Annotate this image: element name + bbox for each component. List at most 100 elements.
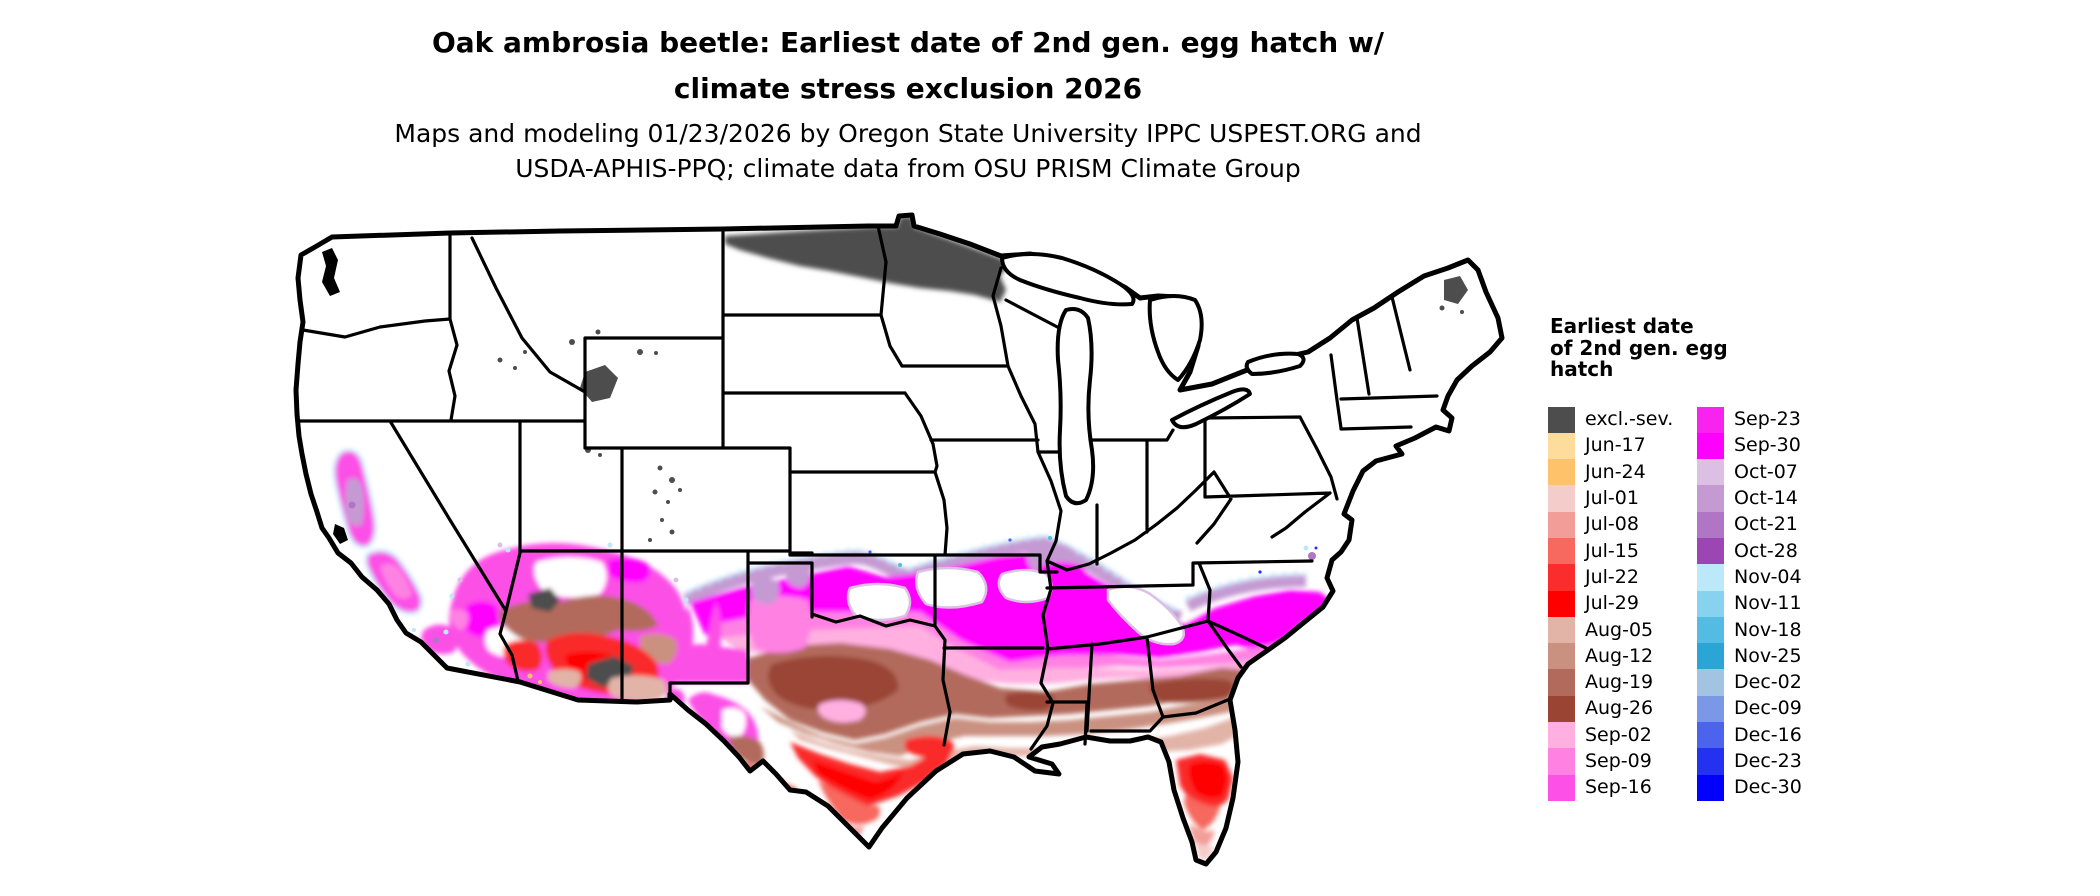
legend-swatch bbox=[1697, 643, 1724, 670]
legend-label: Aug-12 bbox=[1585, 644, 1654, 667]
legend-item: Dec-02 bbox=[1697, 669, 1867, 696]
legend-item: Aug-19 bbox=[1548, 669, 1697, 696]
legend-item: Oct-21 bbox=[1697, 511, 1867, 538]
legend-item: Dec-23 bbox=[1697, 748, 1867, 775]
legend-column-2: Sep-23 Sep-30 Oct-07 Oct-14 Oct-21 Oct-28 Nov-… bbox=[1697, 406, 1867, 801]
legend-label: Dec-02 bbox=[1734, 671, 1802, 694]
legend-item: Nov-25 bbox=[1697, 643, 1867, 670]
legend-swatch bbox=[1697, 406, 1724, 433]
map-layer-aug12-zone bbox=[760, 698, 1242, 756]
legend-column-1: excl.-sev. Jun-17 Jun-24 Jul-01 Jul-08 Jul-15… bbox=[1548, 406, 1697, 801]
legend-label: Aug-26 bbox=[1585, 697, 1654, 720]
map-legend: Earliest date of 2nd gen. egg hatch excl… bbox=[1548, 314, 1878, 801]
legend-item: Sep-09 bbox=[1548, 748, 1697, 775]
legend-label: Aug-05 bbox=[1585, 618, 1654, 641]
coastal-waters bbox=[322, 248, 348, 544]
legend-item: Dec-30 bbox=[1697, 774, 1867, 801]
legend-swatch bbox=[1697, 564, 1724, 591]
map-layer-sep02-band bbox=[720, 626, 1288, 684]
legend-label: Dec-30 bbox=[1734, 776, 1802, 799]
lake-huron bbox=[1147, 294, 1204, 382]
legend-swatch bbox=[1697, 537, 1724, 565]
legend-label: Dec-16 bbox=[1734, 723, 1802, 746]
legend-swatch bbox=[1548, 590, 1575, 617]
legend-label: Oct-07 bbox=[1734, 460, 1798, 483]
conus-outline bbox=[293, 212, 1505, 867]
legend-label: Jul-22 bbox=[1585, 565, 1639, 588]
us-map-svg bbox=[293, 212, 1505, 867]
legend-item: Jul-29 bbox=[1548, 590, 1697, 617]
page-title: Oak ambrosia beetle: Earliest date of 2n… bbox=[431, 26, 1385, 105]
great-lakes bbox=[1000, 252, 1306, 506]
legend-item: Nov-11 bbox=[1697, 590, 1867, 617]
legend-swatch bbox=[1548, 564, 1575, 591]
legend-swatch bbox=[1548, 669, 1575, 696]
state-borders bbox=[295, 224, 1439, 751]
legend-label: Jul-01 bbox=[1585, 487, 1639, 510]
legend-label: Dec-23 bbox=[1734, 750, 1802, 772]
legend-swatch bbox=[1697, 459, 1724, 486]
legend-label: Oct-14 bbox=[1734, 487, 1798, 510]
page-subtitle: Maps and modeling 01/23/2026 by Oregon S… bbox=[394, 119, 1422, 183]
lake-ontario bbox=[1244, 351, 1306, 376]
legend-item: Jun-24 bbox=[1548, 459, 1697, 486]
legend-swatch bbox=[1548, 643, 1575, 670]
legend-label: Sep-23 bbox=[1734, 408, 1801, 431]
legend-item: Jun-17 bbox=[1548, 432, 1697, 460]
legend-item: Nov-04 bbox=[1697, 564, 1867, 591]
legend-columns: excl.-sev. Jun-17 Jun-24 Jul-01 Jul-08 Jul-15… bbox=[1548, 406, 1878, 801]
legend-label: Jul-29 bbox=[1585, 592, 1639, 615]
legend-swatch bbox=[1548, 485, 1575, 512]
san-francisco-bay bbox=[333, 524, 348, 544]
legend-swatch bbox=[1697, 722, 1724, 749]
lake-superior bbox=[1000, 252, 1136, 307]
legend-label: Jun-17 bbox=[1585, 434, 1646, 457]
map-layer-sep09-band bbox=[710, 612, 1302, 672]
lake-michigan bbox=[1055, 307, 1096, 506]
legend-swatch bbox=[1548, 695, 1575, 723]
legend-label: Jul-08 bbox=[1585, 513, 1639, 536]
legend-title: Earliest date of 2nd gen. egg hatch bbox=[1550, 314, 1728, 381]
map-layer-california bbox=[333, 449, 469, 655]
legend-label: Nov-04 bbox=[1734, 565, 1802, 588]
legend-item: Jul-01 bbox=[1548, 485, 1697, 512]
legend-swatch bbox=[1697, 774, 1724, 801]
legend-label: Oct-28 bbox=[1734, 539, 1798, 562]
legend-label: Nov-18 bbox=[1734, 618, 1802, 641]
legend-swatch bbox=[1548, 459, 1575, 486]
legend-swatch bbox=[1548, 511, 1575, 538]
legend-label: Nov-25 bbox=[1734, 644, 1802, 667]
us-map bbox=[270, 210, 1520, 892]
legend-item: Sep-16 bbox=[1548, 774, 1697, 801]
legend-item: Sep-30 bbox=[1697, 432, 1867, 460]
legend-item: Jul-15 bbox=[1548, 537, 1697, 565]
map-specks bbox=[348, 276, 1468, 864]
legend-label: Nov-11 bbox=[1734, 592, 1802, 615]
legend-label: Aug-19 bbox=[1585, 671, 1654, 694]
legend-label: Jul-15 bbox=[1585, 539, 1639, 562]
legend-swatch bbox=[1697, 511, 1724, 538]
map-layer-arizona-southwest bbox=[449, 543, 690, 708]
legend-swatch bbox=[1697, 432, 1724, 460]
legend-label: Dec-09 bbox=[1734, 697, 1802, 720]
legend-item: Oct-28 bbox=[1697, 537, 1867, 565]
legend-swatch bbox=[1548, 722, 1575, 749]
legend-swatch bbox=[1697, 616, 1724, 644]
legend-swatch bbox=[1697, 485, 1724, 512]
legend-item: Sep-02 bbox=[1548, 722, 1697, 749]
legend-label: excl.-sev. bbox=[1585, 408, 1674, 431]
legend-swatch bbox=[1548, 774, 1575, 801]
legend-item: Oct-07 bbox=[1697, 459, 1867, 486]
puget-sound bbox=[322, 248, 340, 296]
legend-item: Dec-16 bbox=[1697, 722, 1867, 749]
legend-swatch bbox=[1697, 590, 1724, 617]
legend-label: Sep-30 bbox=[1734, 434, 1801, 457]
legend-label: Jun-24 bbox=[1585, 460, 1646, 483]
map-layer-aug19-zone bbox=[742, 643, 1245, 740]
legend-swatch bbox=[1697, 748, 1724, 775]
legend-swatch bbox=[1548, 537, 1575, 565]
legend-item: Oct-14 bbox=[1697, 485, 1867, 512]
legend-item: Aug-05 bbox=[1548, 616, 1697, 644]
map-raster-layers bbox=[333, 216, 1468, 864]
legend-item: Aug-26 bbox=[1548, 695, 1697, 723]
